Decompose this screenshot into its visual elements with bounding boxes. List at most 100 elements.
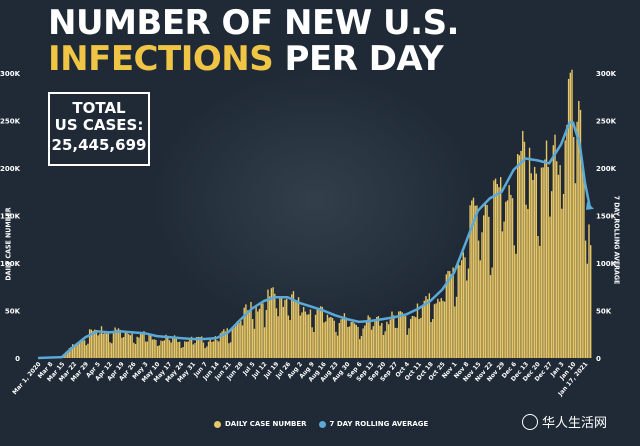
daily-case-bar xyxy=(483,215,485,358)
daily-case-bar xyxy=(308,314,310,358)
daily-case-bar xyxy=(82,339,84,358)
daily-case-bar xyxy=(141,334,143,358)
daily-case-bar xyxy=(240,320,242,358)
daily-case-bar xyxy=(299,315,301,358)
daily-case-bar xyxy=(352,321,354,358)
daily-case-bar xyxy=(527,208,529,358)
y-tick-label-left: 0 xyxy=(15,355,20,363)
daily-case-bar xyxy=(194,343,196,358)
legend-label-rolling: 7 DAY ROLLING AVERAGE xyxy=(329,420,429,428)
y-tick-label-left: 150K xyxy=(0,213,21,221)
total-label-line-2: US CASES: xyxy=(54,116,144,134)
daily-case-bar xyxy=(413,316,415,358)
daily-case-bar xyxy=(250,301,252,358)
daily-case-bar xyxy=(379,325,381,358)
daily-case-bar xyxy=(109,342,111,358)
daily-case-bar xyxy=(386,321,388,358)
daily-case-bar xyxy=(508,185,510,358)
daily-case-bar xyxy=(440,297,442,358)
title-accent-word: INFECTIONS xyxy=(48,39,274,79)
daily-case-bar xyxy=(421,306,424,358)
daily-case-bar xyxy=(263,327,266,358)
daily-case-bar xyxy=(236,321,239,358)
daily-case-bar xyxy=(338,322,341,358)
daily-case-bar xyxy=(471,200,473,358)
y-tick-label-left: 200K xyxy=(0,165,21,173)
daily-case-bar xyxy=(122,337,125,358)
daily-case-bar xyxy=(571,69,573,358)
daily-case-bar xyxy=(550,191,553,358)
x-tick-label: Mar 1, 2020 xyxy=(11,361,42,396)
daily-case-bar xyxy=(68,348,70,358)
daily-case-bar xyxy=(501,231,504,358)
daily-case-bar xyxy=(282,306,284,358)
daily-case-bar xyxy=(442,300,444,358)
daily-case-bar xyxy=(430,322,432,358)
daily-case-bar xyxy=(119,329,121,358)
daily-case-bar xyxy=(522,130,524,358)
daily-case-bar xyxy=(573,136,575,358)
daily-case-bar xyxy=(404,316,407,358)
daily-case-bar xyxy=(535,173,538,358)
daily-case-bar xyxy=(212,341,215,358)
total-cases-box: TOTAL US CASES: 25,445,699 xyxy=(48,92,150,166)
daily-case-bar xyxy=(66,350,69,358)
daily-case-bar xyxy=(267,289,269,358)
daily-case-bar xyxy=(133,342,135,358)
daily-case-bar xyxy=(328,317,330,358)
daily-case-bar xyxy=(452,267,454,358)
daily-case-bar xyxy=(128,334,130,358)
daily-case-bar xyxy=(114,327,116,358)
daily-case-bar xyxy=(126,332,128,358)
daily-case-bar xyxy=(578,100,580,359)
daily-case-bar xyxy=(262,303,264,358)
daily-case-bar xyxy=(165,334,167,358)
daily-case-bar xyxy=(221,331,223,358)
daily-case-bar xyxy=(302,307,305,358)
daily-case-bar xyxy=(252,319,254,358)
daily-case-bar xyxy=(112,333,115,358)
daily-case-bar xyxy=(314,314,317,358)
daily-case-bar xyxy=(359,339,361,358)
daily-case-bar xyxy=(153,339,155,358)
daily-case-bar xyxy=(257,311,259,358)
daily-case-bar xyxy=(562,193,565,358)
daily-case-bar xyxy=(104,332,106,358)
daily-case-bar xyxy=(557,174,560,358)
daily-case-bar xyxy=(197,336,200,358)
daily-case-bar xyxy=(345,317,347,358)
daily-case-bar xyxy=(457,262,459,358)
daily-case-bar xyxy=(489,275,492,358)
daily-case-bar xyxy=(77,343,79,358)
daily-case-bar xyxy=(392,315,395,358)
daily-case-bar xyxy=(394,327,397,358)
daily-case-bar xyxy=(540,167,543,358)
daily-case-bar xyxy=(178,341,181,358)
daily-case-bar xyxy=(384,331,386,358)
daily-case-bar xyxy=(306,314,308,358)
daily-case-bar xyxy=(330,316,332,358)
daily-case-bar xyxy=(85,345,87,358)
daily-case-bar xyxy=(425,296,427,358)
y-tick-label-left: 250K xyxy=(0,118,21,126)
daily-case-bar xyxy=(375,317,378,358)
daily-case-bar xyxy=(365,321,368,358)
daily-case-bar xyxy=(274,293,276,358)
daily-case-bar xyxy=(168,340,171,358)
daily-case-bar xyxy=(544,159,546,358)
daily-case-bar xyxy=(369,317,371,358)
daily-case-bar xyxy=(581,165,583,358)
daily-case-bar xyxy=(426,299,429,358)
daily-case-bar xyxy=(561,208,563,358)
daily-case-bar xyxy=(296,302,298,358)
daily-case-bar xyxy=(150,333,152,358)
daily-case-bar xyxy=(537,235,539,358)
daily-case-bar xyxy=(323,322,325,358)
daily-case-bar xyxy=(297,297,300,358)
daily-case-bar xyxy=(318,307,320,358)
daily-case-bar xyxy=(583,173,585,358)
daily-case-bar xyxy=(189,339,191,358)
y-tick-label-left: 300K xyxy=(0,70,21,78)
daily-case-bar xyxy=(260,303,262,358)
